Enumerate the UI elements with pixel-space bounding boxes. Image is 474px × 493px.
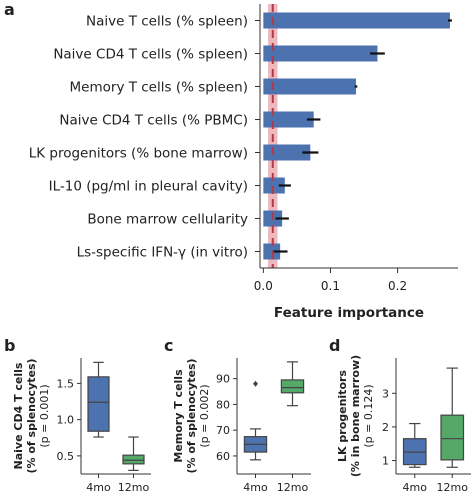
category-label: Naive CD4 T cells (% spleen): [53, 47, 248, 63]
x-tick-label: 4mo: [243, 481, 268, 493]
x-tick-label: 12mo: [437, 481, 469, 493]
category-label: Naive T cells (% spleen): [86, 14, 248, 30]
y-tick-label: 3: [382, 387, 389, 400]
category-label: Ls-specific IFN-γ (in vitro): [77, 245, 248, 261]
y-axis-label-line: (p = 0.001): [38, 384, 51, 447]
y-tick-label: 2: [382, 421, 389, 434]
x-tick-label: 0.2: [388, 279, 407, 293]
bar: [263, 144, 311, 161]
panel-letter-b: b: [4, 336, 15, 355]
category-label: Memory T cells (% spleen): [70, 80, 248, 96]
category-label: Bone marrow cellularity: [87, 212, 248, 228]
box: [280, 379, 305, 394]
x-tick-label: 4mo: [403, 481, 428, 493]
x-tick-label: 12mo: [118, 481, 150, 493]
bar: [263, 45, 378, 62]
box-plot-naive-cd4: Naive CD4 T cells(% of splenocytes)(p = …: [12, 358, 151, 493]
category-label: LK progenitors (% bone marrow): [29, 146, 248, 162]
y-axis-label: Naive CD4 T cells(% of splenocytes)(p = …: [12, 358, 51, 473]
box: [440, 414, 465, 461]
category-labels: Naive T cells (% spleen) Naive CD4 T cell…: [29, 14, 260, 261]
panel-letter-c: c: [164, 336, 173, 355]
y-tick-label: 90: [216, 373, 230, 386]
bar: [263, 12, 450, 29]
y-tick-label: 1.0: [57, 414, 75, 427]
y-axis-label-line: (% in bone marrow): [349, 355, 362, 477]
y-axis-label-line: LK progenitors: [336, 370, 349, 462]
category-label: Naive CD4 T cells (% PBMC): [59, 113, 248, 129]
outlier-point: [253, 380, 258, 387]
box: [122, 454, 145, 465]
y-axis-label-line: (% of splenocytes): [25, 358, 38, 473]
x-tick-label: 0.1: [321, 279, 340, 293]
bar: [263, 177, 285, 194]
x-tick-label: 4mo: [86, 481, 111, 493]
panel-letter-d: d: [329, 336, 340, 355]
y-axis-label-line: Naive CD4 T cells: [12, 362, 25, 469]
x-axis: 0.0 0.1 0.2: [254, 4, 458, 293]
bar: [263, 111, 314, 128]
x-tick-label: 12mo: [277, 481, 309, 493]
box: [87, 376, 110, 432]
y-tick-label: 1: [382, 455, 389, 468]
y-axis-label-line: (p = 0.124): [362, 384, 375, 447]
y-axis-label: LK progenitors(% in bone marrow)(p = 0.1…: [336, 355, 375, 477]
y-axis-label: Memory T cells(% of splenocytes)(p = 0.0…: [172, 358, 211, 473]
error-bars: [272, 19, 452, 253]
panel-letter-a: a: [4, 0, 15, 19]
y-axis-label-line: (p = 0.002): [198, 384, 211, 447]
y-tick-label: 80: [216, 398, 230, 411]
box-plot-memory-t: Memory T cells(% of splenocytes)(p = 0.0…: [172, 358, 311, 493]
bar: [263, 78, 356, 95]
bar: [263, 243, 281, 260]
box-plot-lk-progenitors: LK progenitors(% in bone marrow)(p = 0.1…: [336, 355, 471, 493]
y-axis-label-line: Memory T cells: [172, 369, 185, 463]
category-label: IL-10 (pg/ml in pleural cavity): [49, 179, 248, 195]
feature-importance-chart: Naive T cells (% spleen) Naive CD4 T cell…: [29, 4, 458, 321]
x-tick-label: 0.0: [254, 279, 273, 293]
y-tick-label: 0.5: [57, 450, 75, 463]
bars: [263, 12, 450, 260]
x-axis-label: Feature importance: [274, 305, 424, 321]
y-tick-label: 70: [216, 424, 230, 437]
y-axis-label-line: (% of splenocytes): [185, 358, 198, 473]
y-tick-label: 1.5: [57, 377, 75, 390]
y-tick-label: 60: [216, 450, 230, 463]
